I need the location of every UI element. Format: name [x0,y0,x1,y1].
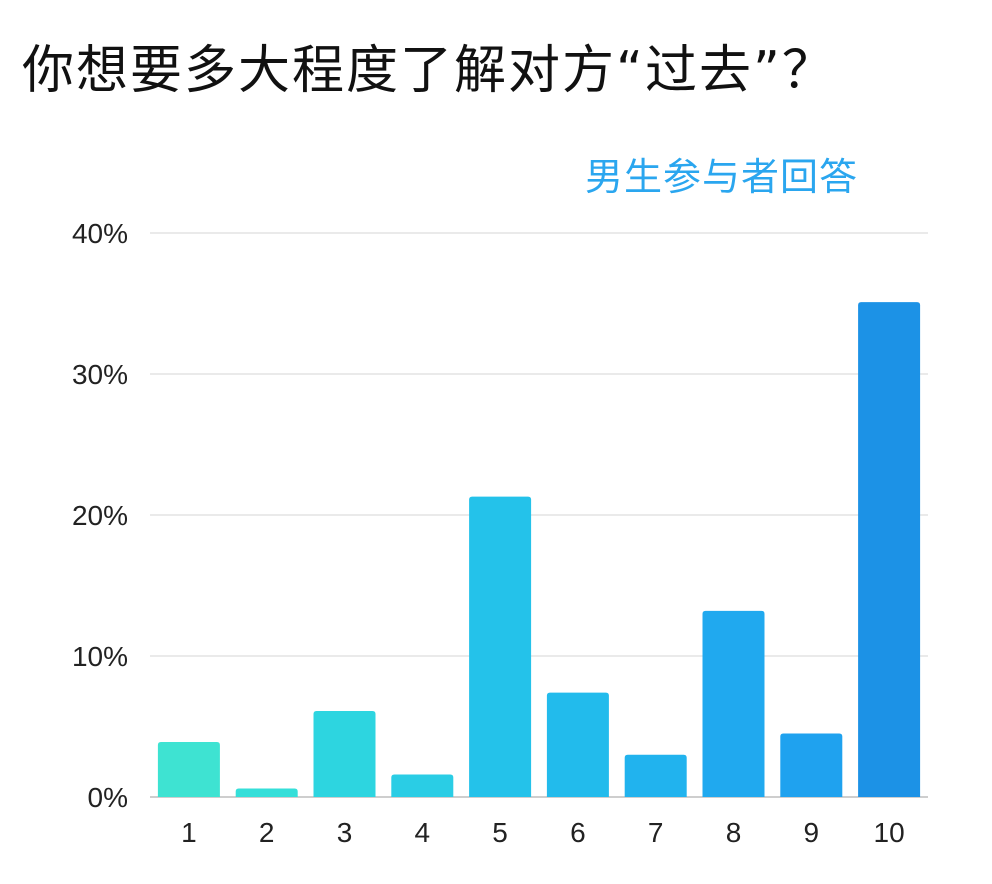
bars [157,302,921,797]
bar-7 [624,754,687,797]
bar-4 [391,774,454,797]
y-tick-label: 30% [72,359,128,390]
bar-1 [157,742,220,797]
x-tick-label: 7 [648,817,664,848]
x-tick-label: 4 [415,817,431,848]
y-tick-label: 0% [88,782,128,813]
gridlines [150,232,928,798]
y-tick-label: 10% [72,641,128,672]
x-tick-label: 10 [874,817,905,848]
bar-5 [469,496,532,797]
x-tick-label: 5 [492,817,508,848]
x-tick-label: 1 [181,817,197,848]
bar-2 [235,788,298,797]
bar-3 [313,710,376,797]
x-tick-label: 2 [259,817,275,848]
chart-title: 你想要多大程度了解对方“过去”？ [22,41,836,101]
bar-10 [858,302,921,797]
chart-subtitle: 男生参与者回答 [585,155,859,199]
x-tick-label: 6 [570,817,586,848]
x-tick-label: 8 [726,817,742,848]
x-tick-label: 9 [804,817,820,848]
bar-9 [780,733,843,797]
x-tick-label: 3 [337,817,353,848]
y-tick-label: 40% [72,218,128,249]
bar-6 [546,692,609,797]
y-axis-ticks: 0% 10% 20% 30% 40% [72,218,128,813]
y-tick-label: 20% [72,500,128,531]
bar-8 [702,610,765,797]
x-axis-ticks: 1 2 3 4 5 6 7 8 9 10 [181,817,905,848]
